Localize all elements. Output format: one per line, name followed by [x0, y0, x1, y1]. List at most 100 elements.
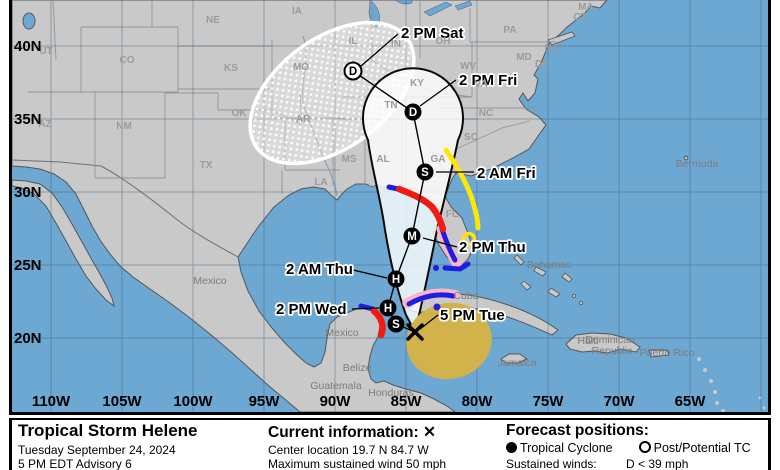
svg-text:LA: LA [314, 177, 327, 188]
svg-text:H: H [384, 303, 392, 315]
time-label: 2 AM Thu [286, 261, 353, 278]
svg-text:S: S [421, 167, 429, 179]
svg-text:WV: WV [460, 61, 476, 72]
track-point-s1: S [387, 315, 405, 333]
svg-text:20N: 20N [14, 330, 42, 347]
us-mexico-border [11, 159, 239, 258]
bahamas-islands [513, 254, 584, 305]
svg-text:AZ: AZ [38, 119, 51, 130]
svg-text:GA: GA [431, 154, 446, 165]
current-info-title: Current information: ✕ [268, 424, 436, 441]
storm-name: Tropical Storm Helene [18, 421, 198, 440]
time-label-connectors [351, 33, 474, 330]
map-panel-divider [9, 412, 771, 420]
center-location: Center location 19.7 N 84.7 W [268, 443, 429, 457]
advisory-number: 5 PM EDT Advisory 6 [18, 457, 132, 470]
svg-text:MD: MD [516, 52, 532, 63]
forecast-positions-title: Forecast positions: [506, 422, 649, 439]
storm-summary-column: Tropical Storm Helene Tuesday September … [18, 420, 258, 470]
svg-text:IL: IL [349, 36, 358, 47]
post-potential-label: Post/Potential TC [653, 441, 751, 455]
svg-text:30N: 30N [14, 184, 42, 201]
svg-text:Dominican: Dominican [585, 334, 635, 346]
svg-text:Bermuda: Bermuda [676, 158, 719, 170]
time-label: 2 PM Fri [459, 72, 517, 89]
svg-text:NE: NE [206, 15, 220, 26]
svg-text:M: M [407, 231, 417, 243]
svg-text:UT: UT [39, 46, 52, 57]
post-potential-circle-icon [638, 441, 651, 453]
svg-text:Republic: Republic [592, 345, 633, 357]
svg-text:80W: 80W [462, 393, 494, 410]
svg-text:NM: NM [116, 121, 132, 132]
svg-text:TX: TX [200, 160, 213, 171]
svg-text:SC: SC [464, 132, 478, 143]
tropical-cyclone-label: Tropical Cyclone [520, 441, 613, 455]
svg-text:95W: 95W [249, 393, 281, 410]
svg-text:KS: KS [224, 63, 238, 74]
svg-text:Haiti: Haiti [577, 335, 598, 347]
svg-text:MA: MA [578, 2, 594, 13]
time-labels: 5 PM Tue 2 PM Wed 2 AM Thu 2 PM Thu 2 AM… [274, 23, 537, 326]
svg-text:MS: MS [342, 154, 357, 165]
svg-text:35N: 35N [14, 111, 42, 128]
wind-extent-area [406, 302, 492, 380]
puerto-rico-island [648, 349, 670, 358]
svg-text:IN: IN [391, 39, 401, 50]
svg-text:Cuba: Cuba [453, 290, 478, 302]
time-label: 2 PM Wed [276, 301, 347, 318]
state-labels: UT CO NE IA KS MO IL IN OH PA MA CT NJ M… [38, 2, 593, 220]
svg-text:KY: KY [410, 78, 424, 89]
latitude-labels: 40N 35N 30N 25N 20N [14, 38, 42, 347]
forecast-legend-column: Forecast positions: Tropical Cyclone Post… [506, 420, 768, 470]
svg-text:FL: FL [446, 209, 458, 220]
track-point-markers: S H H M S D D [343, 61, 434, 341]
bermuda-island [683, 155, 689, 161]
svg-text:MO: MO [293, 62, 309, 73]
current-info-column: Current information: ✕ Center location 1… [268, 420, 498, 470]
svg-text:NJ: NJ [545, 43, 558, 54]
svg-text:H: H [392, 274, 400, 286]
svg-text:Mexico: Mexico [325, 327, 358, 339]
tropical-cyclone-dot-icon [506, 442, 517, 453]
svg-text:70W: 70W [604, 393, 636, 410]
svg-text:100W: 100W [173, 393, 213, 410]
svg-text:PA: PA [503, 25, 516, 36]
svg-text:Belize: Belize [343, 362, 372, 374]
time-label: 5 PM Tue [440, 307, 505, 324]
advisory-date: Tuesday September 24, 2024 [18, 443, 176, 457]
track-point-m: M [403, 227, 421, 245]
svg-text:AR: AR [296, 114, 311, 125]
svg-text:85W: 85W [391, 393, 423, 410]
svg-text:Bahamas: Bahamas [527, 259, 571, 271]
track-point-s2: S [416, 163, 434, 181]
time-label: 2 PM Thu [459, 239, 526, 256]
svg-text:105W: 105W [102, 393, 142, 410]
svg-text:DE: DE [535, 59, 549, 70]
wind-scale-d: D < 39 mph [626, 457, 689, 470]
svg-text:Guatemala: Guatemala [310, 380, 362, 392]
svg-text:Jamaica: Jamaica [497, 357, 536, 369]
info-panel: Tropical Storm Helene Tuesday September … [12, 420, 768, 470]
svg-text:D: D [349, 66, 357, 78]
baja-california [11, 179, 115, 308]
ts-watch-segments [443, 147, 481, 247]
hurricane-warning-segments [370, 185, 447, 339]
track-point-h1: H [379, 299, 397, 317]
svg-text:OK: OK [232, 108, 248, 119]
svg-text:40N: 40N [14, 38, 42, 55]
svg-text:S: S [392, 319, 400, 331]
hispaniola-island [565, 332, 641, 354]
cone-of-uncertainty [362, 67, 464, 333]
svg-text:25N: 25N [14, 257, 42, 274]
svg-text:NC: NC [479, 108, 493, 119]
track-point-d-filled: D [404, 103, 422, 121]
frame-border-left [9, 0, 12, 470]
track-point-h2: H [387, 270, 405, 288]
longitude-labels: 110W 105W 100W 95W 90W 85W 80W 75W 70W 6… [32, 393, 706, 410]
jamaica-island [500, 353, 529, 364]
legend-symbols-row: Tropical Cyclone Post/Potential TC [506, 441, 751, 455]
map-svg: S H H M S D D 5 PM Tue 2 PM Wed 2 AM Thu… [11, 0, 768, 413]
current-position-x-icon [406, 323, 424, 341]
svg-text:65W: 65W [675, 393, 707, 410]
